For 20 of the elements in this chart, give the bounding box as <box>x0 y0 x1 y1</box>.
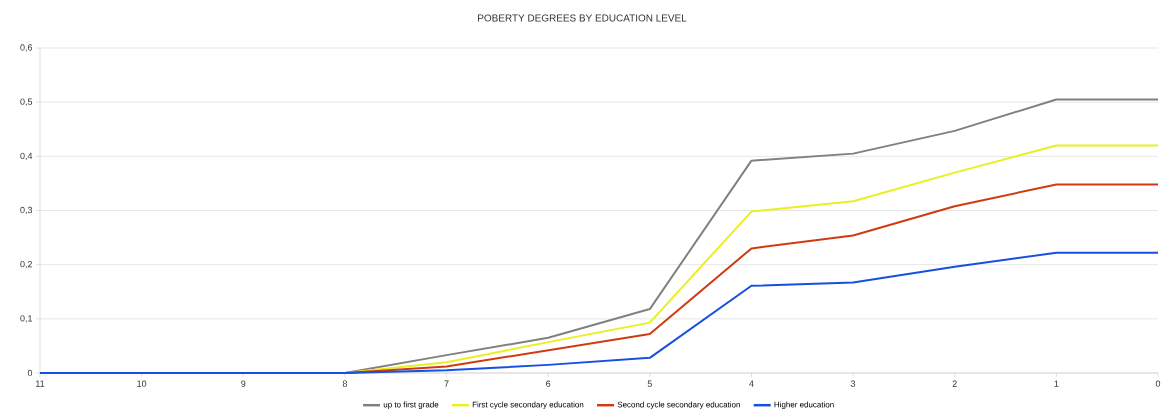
y-tick-label: 0 <box>27 369 33 377</box>
x-tick-label: 4 <box>749 380 754 387</box>
y-tick-label: 0,6 <box>20 44 33 52</box>
x-tick-label: 8 <box>342 380 347 387</box>
x-tick-label: 9 <box>241 380 246 387</box>
x-tick-label: 11 <box>36 380 45 387</box>
y-tick-label: 0,4 <box>20 152 33 161</box>
x-tick-label: 10 <box>137 380 147 387</box>
x-tick-label: 3 <box>850 380 856 387</box>
x-tick-label: 6 <box>546 380 551 387</box>
x-tick-label: 0 <box>1155 380 1161 387</box>
x-tick-label: 5 <box>647 380 652 387</box>
y-tick-label: 0,1 <box>20 315 33 323</box>
y-tick-label: 0,3 <box>20 206 33 215</box>
y-tick-label: 0,5 <box>20 98 33 106</box>
y-tick-label: 0,2 <box>20 260 33 269</box>
x-tick-label: 1 <box>1054 380 1059 387</box>
x-tick-label: 2 <box>952 380 957 387</box>
chart-title: POBERTY DEGREES BY EDUCATION LEVEL <box>478 14 687 22</box>
x-tick-label: 7 <box>444 380 449 387</box>
